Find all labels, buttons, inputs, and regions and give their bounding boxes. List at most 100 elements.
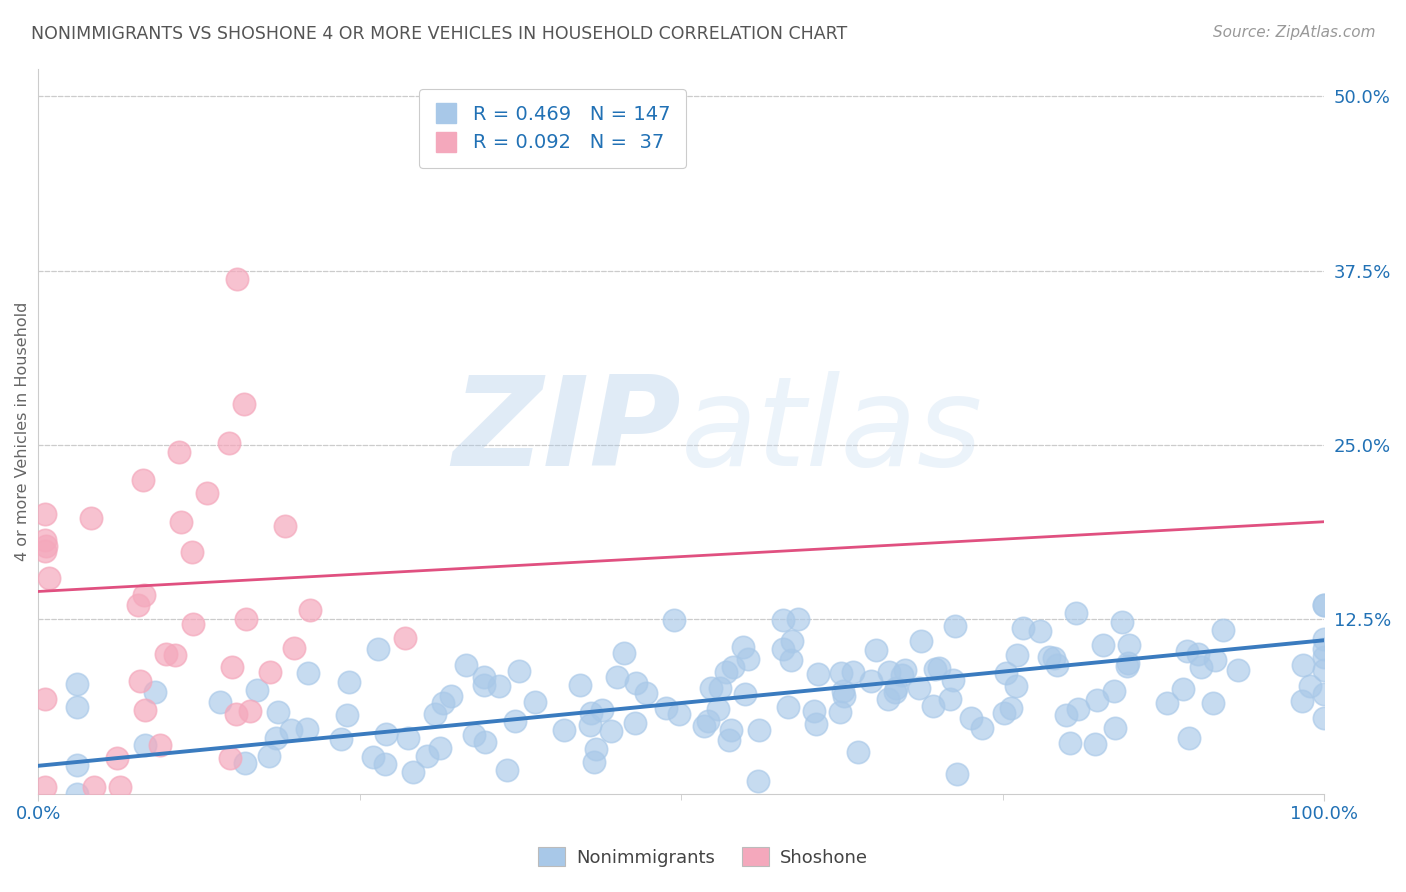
Point bbox=[877, 665, 900, 679]
Point bbox=[297, 666, 319, 681]
Point bbox=[737, 652, 759, 666]
Point bbox=[225, 706, 247, 721]
Point bbox=[553, 723, 575, 738]
Point bbox=[472, 678, 495, 692]
Point bbox=[105, 751, 128, 765]
Point bbox=[830, 665, 852, 680]
Point bbox=[1116, 656, 1139, 670]
Point bbox=[1187, 647, 1209, 661]
Point bbox=[1175, 643, 1198, 657]
Point bbox=[132, 473, 155, 487]
Point bbox=[846, 745, 869, 759]
Point bbox=[891, 667, 914, 681]
Point bbox=[1111, 615, 1133, 630]
Point bbox=[83, 780, 105, 794]
Point bbox=[709, 681, 731, 696]
Point bbox=[696, 714, 718, 728]
Point bbox=[707, 701, 730, 715]
Point bbox=[503, 714, 526, 728]
Point bbox=[942, 673, 965, 687]
Point bbox=[1085, 693, 1108, 707]
Point bbox=[1067, 702, 1090, 716]
Point bbox=[108, 780, 131, 794]
Point bbox=[34, 533, 56, 548]
Point bbox=[259, 665, 281, 679]
Point bbox=[780, 633, 803, 648]
Point bbox=[149, 738, 172, 752]
Point bbox=[170, 515, 193, 529]
Point bbox=[772, 613, 794, 627]
Point bbox=[1313, 663, 1336, 677]
Point bbox=[568, 678, 591, 692]
Point bbox=[655, 700, 678, 714]
Point bbox=[723, 660, 745, 674]
Point bbox=[374, 756, 396, 771]
Point bbox=[748, 723, 770, 737]
Point bbox=[787, 612, 810, 626]
Point bbox=[776, 699, 799, 714]
Point bbox=[1291, 694, 1313, 708]
Point bbox=[634, 686, 657, 700]
Point bbox=[606, 670, 628, 684]
Text: atlas: atlas bbox=[681, 370, 983, 491]
Point bbox=[884, 681, 907, 696]
Point bbox=[842, 665, 865, 679]
Text: Source: ZipAtlas.com: Source: ZipAtlas.com bbox=[1212, 25, 1375, 40]
Point bbox=[585, 742, 607, 756]
Point bbox=[1116, 659, 1139, 673]
Point bbox=[1054, 707, 1077, 722]
Point bbox=[1313, 599, 1336, 613]
Point bbox=[474, 735, 496, 749]
Point bbox=[128, 673, 150, 688]
Point bbox=[734, 687, 756, 701]
Point bbox=[908, 681, 931, 695]
Point bbox=[946, 767, 969, 781]
Point bbox=[865, 643, 887, 657]
Point bbox=[894, 663, 917, 677]
Point bbox=[717, 732, 740, 747]
Point bbox=[624, 716, 647, 731]
Point bbox=[143, 685, 166, 699]
Point bbox=[429, 741, 451, 756]
Text: NONIMMIGRANTS VS SHOSHONE 4 OR MORE VEHICLES IN HOUSEHOLD CORRELATION CHART: NONIMMIGRANTS VS SHOSHONE 4 OR MORE VEHI… bbox=[31, 25, 848, 43]
Point bbox=[66, 699, 89, 714]
Legend: Nonimmigrants, Shoshone: Nonimmigrants, Shoshone bbox=[531, 840, 875, 874]
Point bbox=[219, 750, 242, 764]
Point bbox=[807, 667, 830, 681]
Point bbox=[34, 508, 56, 522]
Point bbox=[339, 674, 361, 689]
Point bbox=[488, 679, 510, 693]
Point bbox=[803, 704, 825, 718]
Point bbox=[221, 659, 243, 673]
Point bbox=[298, 603, 321, 617]
Point bbox=[374, 727, 396, 741]
Point bbox=[1038, 650, 1060, 665]
Point bbox=[1028, 624, 1050, 638]
Point bbox=[423, 706, 446, 721]
Point bbox=[578, 718, 600, 732]
Point bbox=[238, 705, 260, 719]
Point bbox=[1084, 737, 1107, 751]
Point bbox=[463, 728, 485, 742]
Point bbox=[34, 692, 56, 706]
Point bbox=[972, 721, 994, 735]
Point bbox=[415, 749, 437, 764]
Point bbox=[884, 685, 907, 699]
Point bbox=[80, 511, 103, 525]
Point bbox=[66, 758, 89, 772]
Point bbox=[472, 670, 495, 684]
Point bbox=[924, 662, 946, 676]
Point bbox=[828, 706, 851, 720]
Point bbox=[720, 723, 742, 737]
Legend: R = 0.469   N = 147, R = 0.092   N =  37: R = 0.469 N = 147, R = 0.092 N = 37 bbox=[419, 89, 686, 168]
Point bbox=[1313, 649, 1336, 664]
Point bbox=[183, 617, 205, 632]
Point bbox=[832, 684, 855, 698]
Point bbox=[939, 691, 962, 706]
Point bbox=[1171, 682, 1194, 697]
Point bbox=[155, 647, 177, 661]
Point bbox=[693, 719, 716, 733]
Point bbox=[329, 732, 352, 747]
Point bbox=[910, 633, 932, 648]
Point bbox=[877, 692, 900, 706]
